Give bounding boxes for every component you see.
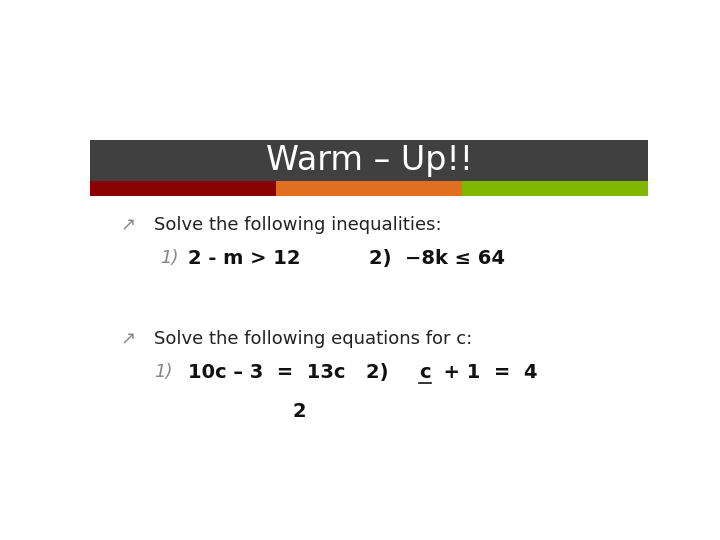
Text: c: c xyxy=(419,363,431,382)
Text: 1): 1) xyxy=(154,363,173,381)
Text: 2): 2) xyxy=(366,363,402,382)
Text: Warm – Up!!: Warm – Up!! xyxy=(266,144,472,177)
Text: ↗: ↗ xyxy=(121,216,136,234)
Text: ↗: ↗ xyxy=(121,330,136,348)
Bar xyxy=(276,181,462,196)
Text: 10c – 3  =  13c: 10c – 3 = 13c xyxy=(188,363,345,382)
Text: 2: 2 xyxy=(292,402,306,422)
Text: Solve the following equations for c:: Solve the following equations for c: xyxy=(154,330,472,348)
Text: 2)  −8k ≤ 64: 2) −8k ≤ 64 xyxy=(369,248,505,268)
Text: 2 - m > 12: 2 - m > 12 xyxy=(188,248,300,268)
Text: Solve the following inequalities:: Solve the following inequalities: xyxy=(154,216,442,234)
Text: + 1  =  4: + 1 = 4 xyxy=(431,363,538,382)
Bar xyxy=(90,181,276,196)
Bar xyxy=(90,140,648,181)
Bar xyxy=(462,181,648,196)
Text: 1): 1) xyxy=(160,249,179,267)
